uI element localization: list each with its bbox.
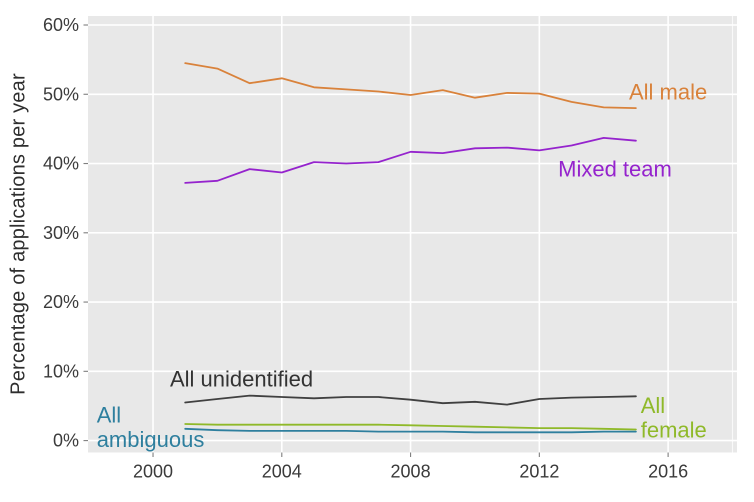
series-line-mixed-team [184,136,637,184]
series-label-ambiguous: ambiguous [97,427,205,452]
gridlines-major [88,16,737,453]
series-line-all-female [184,423,637,431]
series-label-mixed-team: Mixed team [558,157,672,182]
series-line-all-ambiguous [184,427,637,434]
series-line-all-male [184,62,637,109]
y-tick-label: 20% [43,292,79,312]
x-tick-label: 2000 [133,462,173,482]
y-tick-label: 50% [43,84,79,104]
y-axis-title: Percentage of applications per year [7,73,30,395]
x-tick-label: 2012 [519,462,559,482]
x-tick-label: 2008 [391,462,431,482]
series-line-all-unidentified [184,394,637,406]
y-tick-label: 60% [43,15,79,35]
y-tick-labels: 0% 10% 20% 30% 40% 50% 60% [43,15,79,451]
series-label-female: female [641,418,707,443]
plot-area [88,16,737,453]
series-label-all-unidentified: All unidentified [170,366,313,391]
y-tick-label: 0% [53,431,79,451]
x-tick-label: 2004 [262,462,302,482]
y-tick-label: 10% [43,361,79,381]
series-label-all-male: All male [629,80,707,105]
y-tick-label: 30% [43,223,79,243]
series-label-all: All [641,393,665,418]
x-tick-labels: 2000 2004 2008 2012 2016 [133,462,688,482]
y-tick-label: 40% [43,154,79,174]
series-label-all: All [97,402,121,427]
x-tick-label: 2016 [648,462,688,482]
axis-ticks [83,24,669,457]
